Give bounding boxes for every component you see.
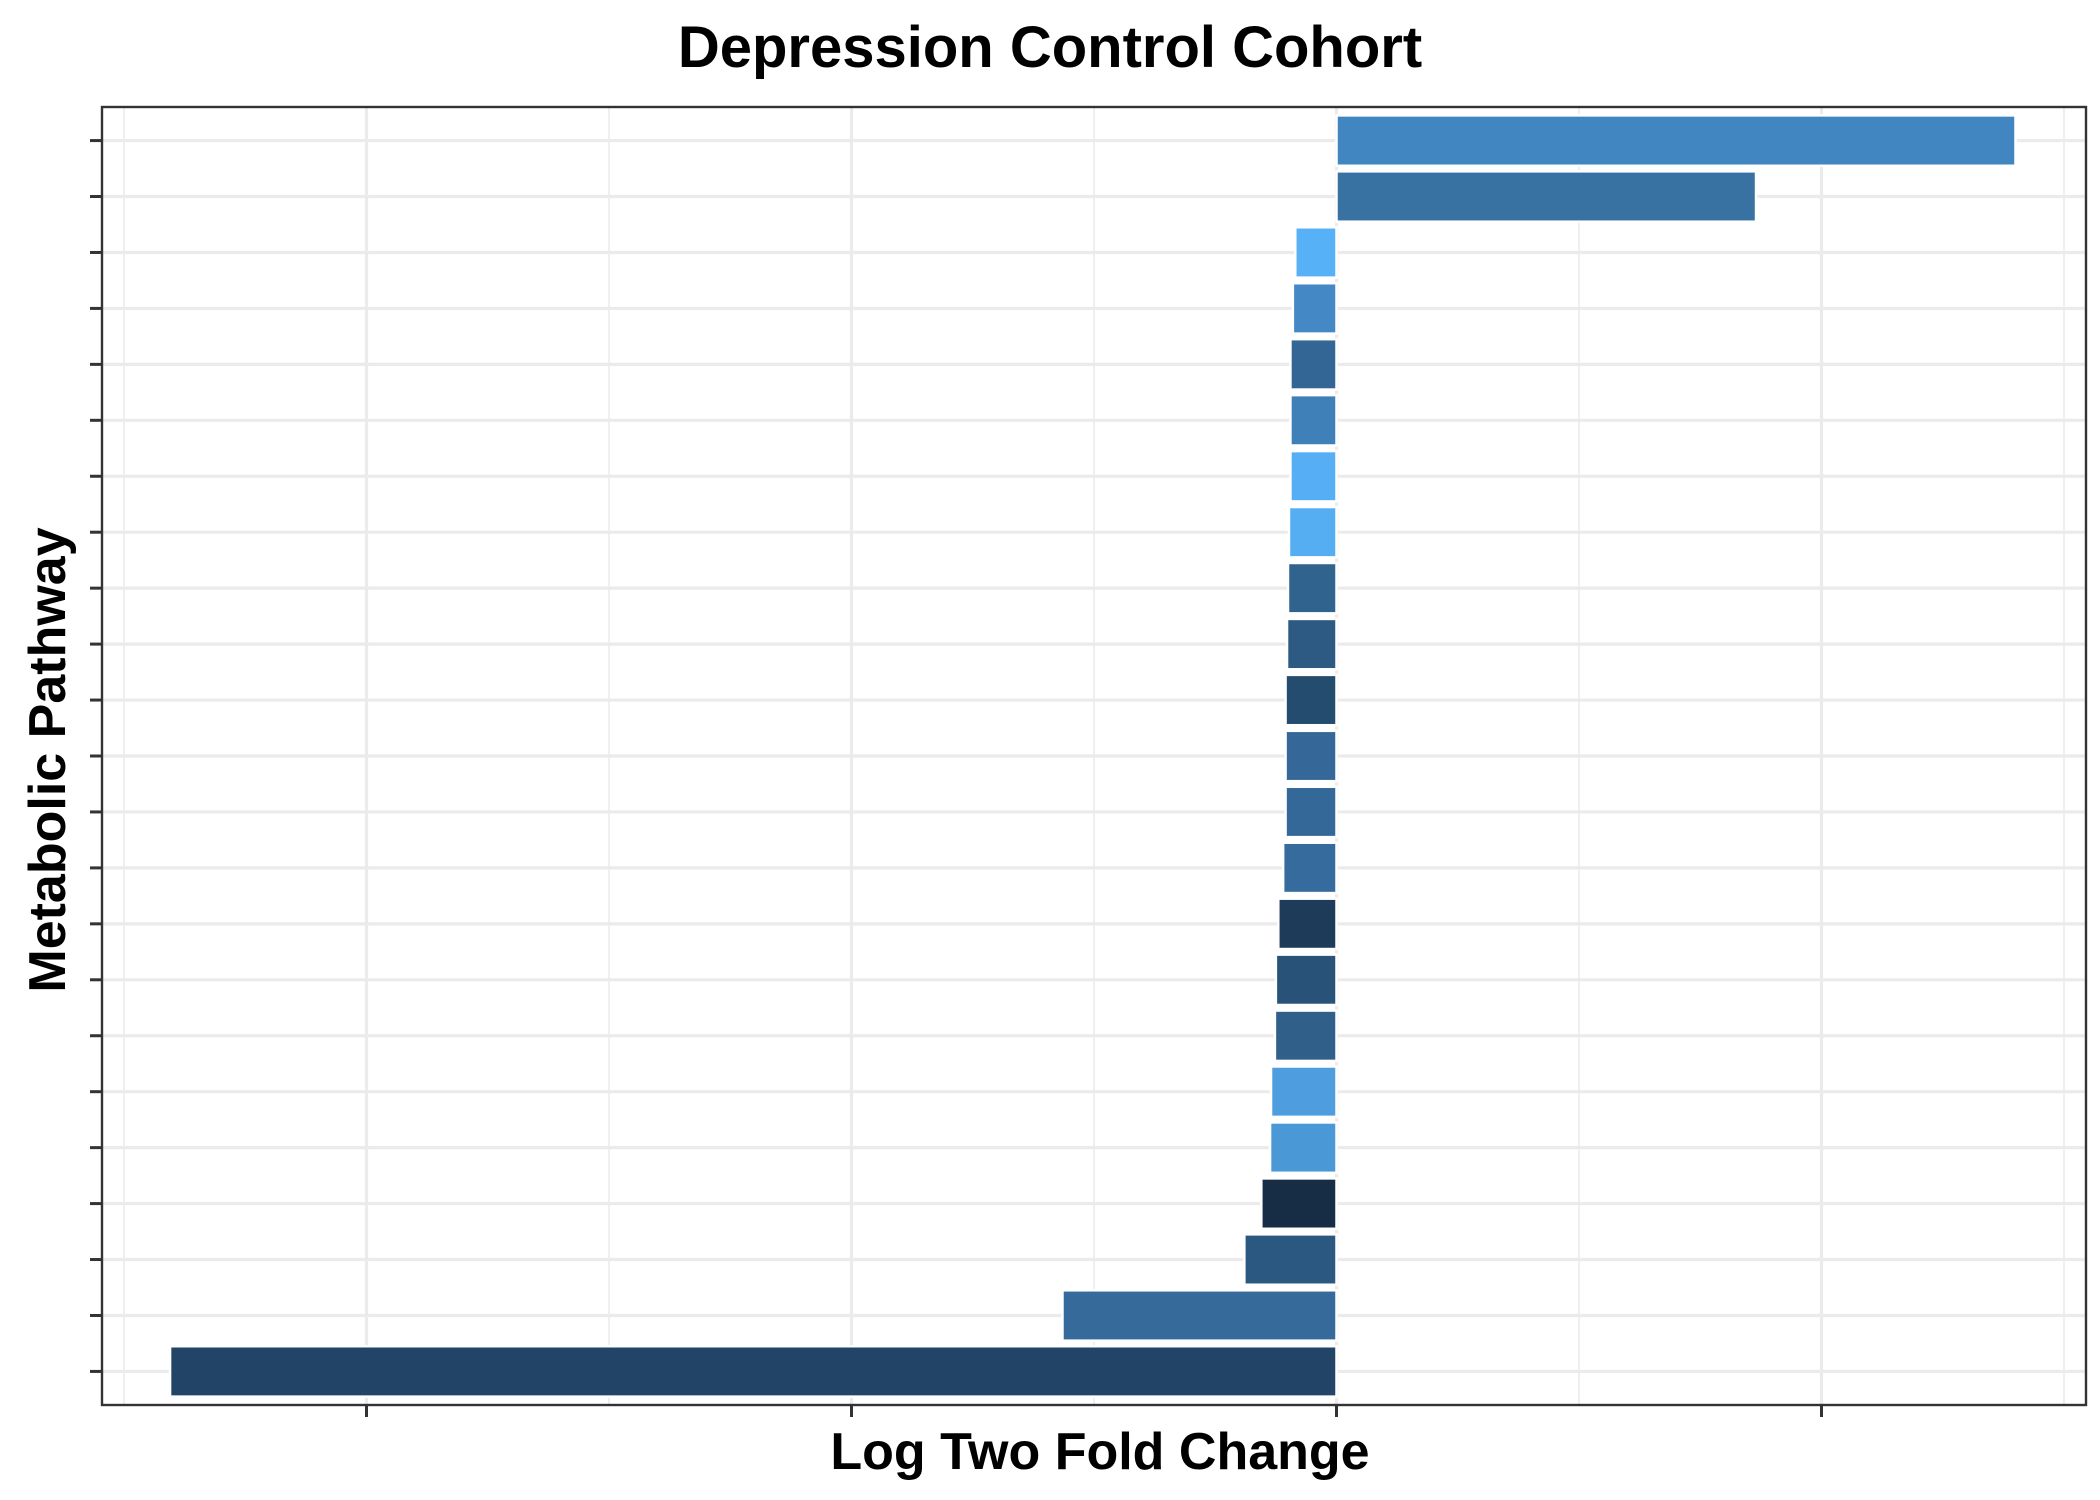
- bar: [1281, 841, 1338, 895]
- bar: [1274, 953, 1338, 1007]
- bar: [1260, 1177, 1338, 1231]
- bar: [1289, 449, 1338, 503]
- bar: [1294, 226, 1338, 279]
- y-axis-label: Metabolic Pathway: [19, 527, 77, 993]
- bar: [1289, 337, 1338, 391]
- bar: [1284, 673, 1338, 727]
- bar: [1268, 1121, 1338, 1175]
- bar: [1284, 785, 1338, 839]
- bar: [1269, 1065, 1338, 1119]
- bar: [1061, 1289, 1338, 1342]
- bar: [1284, 729, 1338, 783]
- bar: [1285, 617, 1338, 671]
- bar: [1243, 1233, 1338, 1286]
- x-axis-label: Log Two Fold Change: [830, 1423, 1370, 1481]
- bar: [1286, 561, 1338, 615]
- bar: [1335, 170, 1758, 223]
- bar: [1335, 114, 2017, 167]
- bar: [1277, 897, 1338, 951]
- bar: [168, 1345, 1338, 1398]
- bar: [1291, 281, 1338, 335]
- bar: [1273, 1009, 1338, 1063]
- bar: [1287, 505, 1338, 559]
- bar: [1289, 393, 1338, 447]
- chart-title: Depression Control Cohort: [677, 15, 1423, 80]
